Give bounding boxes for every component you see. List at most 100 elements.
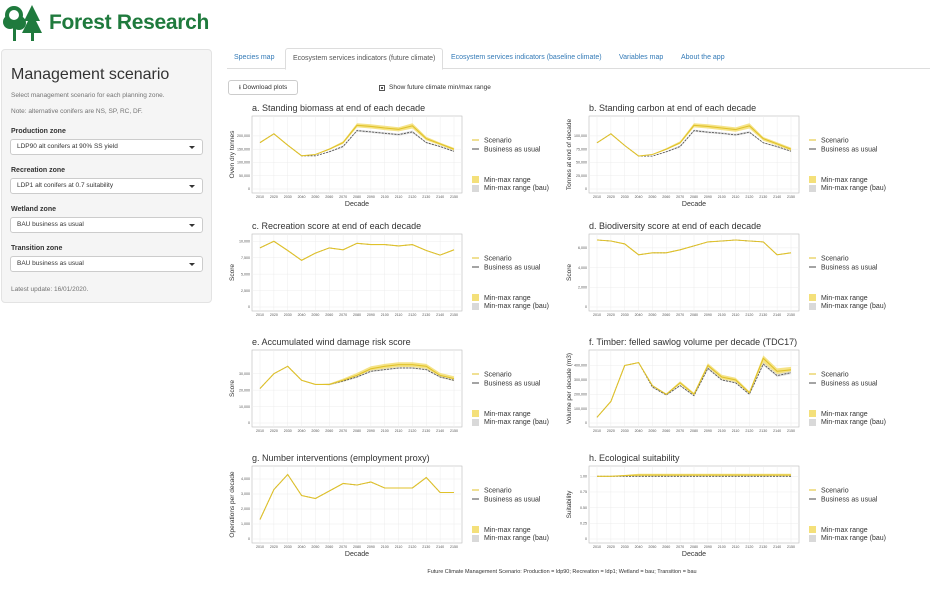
x-tick-label: 2060 [662,545,670,549]
legend-range-key [809,526,816,533]
y-axis-label: Score [566,264,573,281]
x-tick-label: 2120 [745,429,753,433]
x-tick-label: 2070 [676,195,684,199]
chart-panel: c. Recreation score at end of each decad… [229,221,549,317]
chart-title: f. Timber: felled sawlog volume per deca… [589,337,797,347]
legend-scenario-label: Scenario [821,488,849,495]
y-tick-label: 300,000 [574,378,587,382]
x-tick-label: 2100 [718,545,726,549]
x-tick-label: 2120 [745,313,753,317]
minmax-checkbox[interactable]: Show future climate min/max range [379,84,491,91]
x-tick-label: 2050 [648,313,656,317]
x-tick-label: 2020 [607,195,615,199]
x-tick-label: 2130 [422,545,430,549]
tab-ecosystem-baseline[interactable]: Ecosystem services indicators (baseline … [451,54,602,61]
y-tick-label: 150,000 [237,147,250,151]
chart-title: d. Biodiversity score at end of each dec… [589,221,761,231]
legend-scenario-label: Scenario [484,256,512,263]
x-tick-label: 2070 [339,545,347,549]
x-tick-label: 2110 [732,545,740,549]
panel-title: Management scenario [11,66,170,83]
legend-bau-label: Business as usual [821,497,878,504]
checkbox-icon[interactable] [379,84,385,91]
x-tick-label: 2120 [408,429,416,433]
x-tick-label: 2040 [298,195,306,199]
x-tick-label: 2060 [325,195,333,199]
x-tick-label: 2130 [759,313,767,317]
x-tick-label: 2140 [773,313,781,317]
download-plots-button[interactable]: ⭳ Download plots [228,80,298,95]
x-tick-label: 2010 [256,195,264,199]
x-tick-label: 2020 [607,429,615,433]
legend-range-key [472,410,479,417]
series-line [596,239,792,256]
tab-species-map[interactable]: Species map [234,54,275,61]
legend-bau-label: Business as usual [484,147,541,154]
tab-about[interactable]: About the app [681,54,725,61]
x-tick-label: 2120 [408,313,416,317]
tab-variables-map[interactable]: Variables map [619,54,664,61]
series-line [596,357,792,418]
x-tick-label: 2020 [607,545,615,549]
x-tick-label: 2130 [422,313,430,317]
y-tick-label: 20,000 [239,388,250,392]
x-tick-label: 2010 [593,313,601,317]
wetland-zone-value: BAU business as usual [17,221,84,228]
legend-range-bau-label: Min-max range (bau) [821,303,886,310]
x-tick-label: 2080 [353,545,361,549]
x-tick-label: 2090 [704,545,712,549]
y-tick-label: 50,000 [239,174,250,178]
transition-zone-select[interactable]: BAU business as usual [10,256,203,272]
y-tick-label: 10,000 [239,405,250,409]
logo-text: Forest Research [49,11,210,34]
recreation-zone-select[interactable]: LDP1 alt conifers at 0.7 suitability [10,178,203,194]
x-tick-label: 2110 [732,429,740,433]
x-tick-label: 2080 [353,313,361,317]
tab-ecosystem-future[interactable]: Ecosystem services indicators (future cl… [285,48,444,70]
legend-range-bau-key [809,303,816,310]
legend-range-label: Min-max range [821,527,868,534]
chevron-down-icon [189,263,195,266]
wetland-zone-select[interactable]: BAU business as usual [10,217,203,233]
y-tick-label: 0 [585,187,587,191]
x-tick-label: 2140 [436,545,444,549]
y-tick-label: 0 [585,305,587,309]
recreation-zone-label: Recreation zone [11,167,66,174]
forest-research-logo[interactable]: Forest Research [2,2,209,44]
x-tick-label: 2100 [718,313,726,317]
x-tick-label: 2090 [367,313,375,317]
x-tick-label: 2020 [270,545,278,549]
legend-range-bau-key [809,535,816,542]
legend-bau-label: Business as usual [821,265,878,272]
chart-title: g. Number interventions (employment prox… [252,453,430,463]
x-tick-label: 2090 [367,429,375,433]
y-tick-label: 2,000 [578,285,587,289]
production-zone-select[interactable]: LDP90 alt conifers at 90% SS yield [10,139,203,155]
y-tick-label: 0 [248,187,250,191]
x-tick-label: 2100 [381,195,389,199]
x-tick-label: 2050 [311,545,319,549]
chart-title: c. Recreation score at end of each decad… [252,221,421,231]
y-tick-label: 0.75 [580,490,587,494]
legend-range-bau-label: Min-max range (bau) [484,419,549,426]
chart-panel: d. Biodiversity score at end of each dec… [566,221,886,317]
legend-scenario-label: Scenario [484,372,512,379]
x-tick-label: 2110 [732,195,740,199]
x-axis-label: Decade [682,201,706,208]
x-tick-label: 2010 [593,195,601,199]
y-axis-label: Suitability [566,490,573,519]
x-tick-label: 2010 [593,545,601,549]
tab-bar: Species map Ecosystem services indicator… [227,48,930,70]
x-tick-label: 2020 [607,313,615,317]
transition-zone-label: Transition zone [11,245,63,252]
y-tick-label: 0.25 [580,522,587,526]
legend-range-key [809,176,816,183]
x-tick-label: 2140 [436,429,444,433]
x-tick-label: 2040 [635,545,643,549]
y-tick-label: 400,000 [574,364,587,368]
legend-range-key [472,294,479,301]
legend-bau-label: Business as usual [484,497,541,504]
x-tick-label: 2050 [311,313,319,317]
x-tick-label: 2080 [353,429,361,433]
x-tick-label: 2150 [787,313,795,317]
